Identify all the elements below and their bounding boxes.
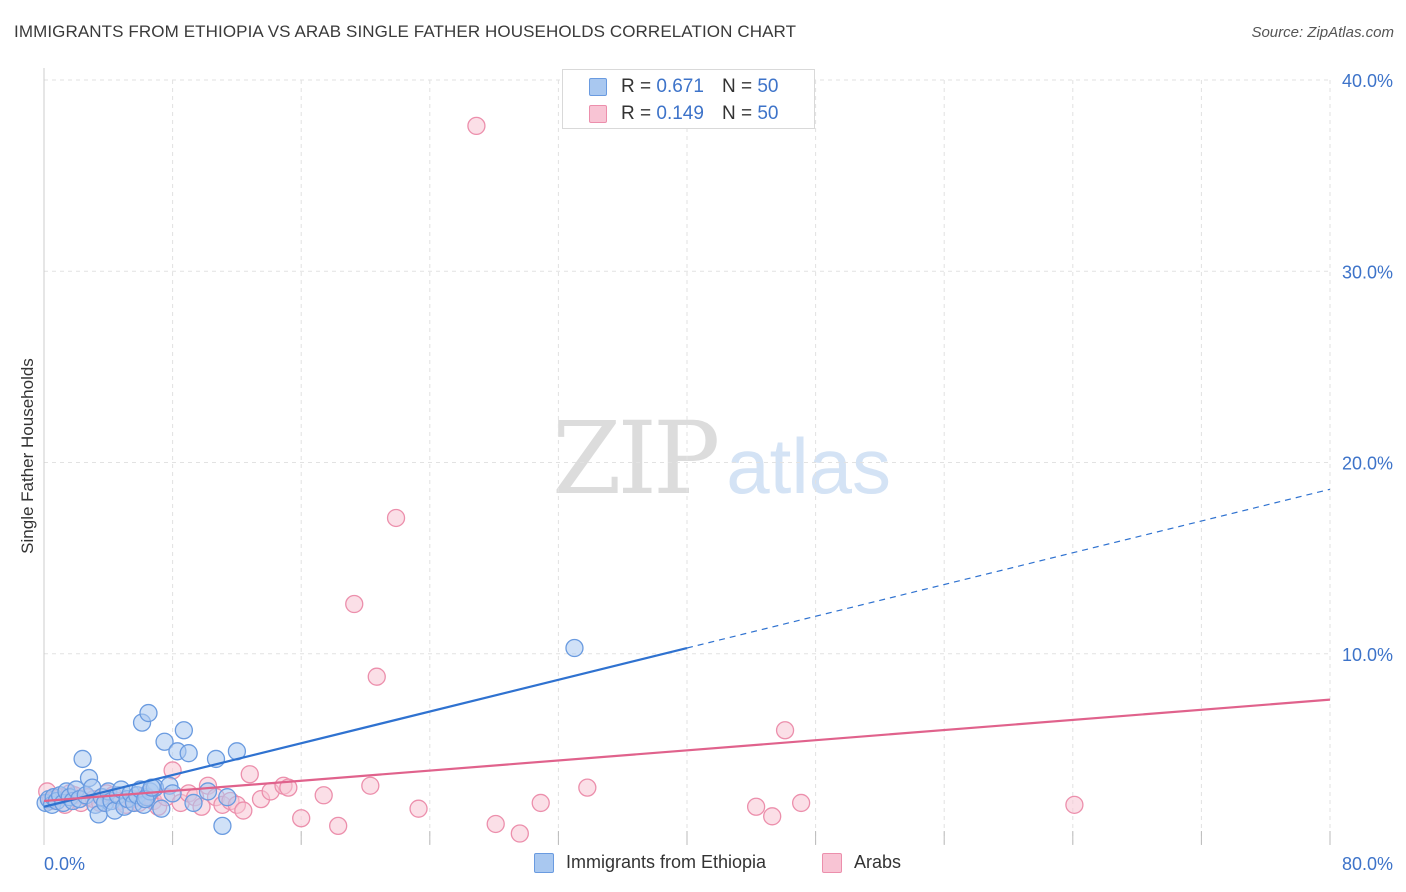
arabs-point	[486, 814, 505, 834]
bottom-legend-arabs: Arabs	[822, 852, 901, 873]
ethiopia-point	[155, 732, 174, 751]
ethiopia-point	[198, 782, 218, 801]
legend-row-arabs: R = 0.149 N = 50	[589, 102, 778, 126]
legend-n-label: N =	[721, 103, 753, 124]
ethiopia-point	[73, 749, 92, 769]
chart-title: IMMIGRANTS FROM ETHIOPIA VS ARAB SINGLE …	[14, 22, 797, 41]
bottom-legend-label-arabs: Arabs	[854, 852, 902, 872]
legend-r-value: 0.671	[656, 76, 704, 97]
ethiopia-trend-extension	[686, 488, 1331, 649]
arabs-point	[791, 793, 811, 813]
arabs-point	[409, 799, 428, 818]
arabs-point	[746, 797, 766, 816]
ethiopia-point	[139, 703, 158, 723]
x-tick-label: 0.0%	[44, 854, 85, 874]
ethiopia-point	[184, 793, 203, 813]
watermark: ZIP atlas	[552, 400, 891, 517]
arabs-point	[386, 508, 406, 528]
arabs-point	[361, 776, 380, 795]
legend-n-label: N =	[721, 76, 753, 97]
arabs-point	[367, 667, 386, 686]
arabs-point	[292, 809, 311, 828]
source-label: Source: ZipAtlas.com	[1251, 24, 1394, 41]
arabs-point	[314, 786, 333, 805]
legend-row-ethiopia: R = 0.671 N = 50	[589, 75, 778, 99]
arabs-point	[763, 807, 782, 826]
x-tick-label: 80.0%	[1342, 854, 1393, 874]
y-tick-label: 10.0%	[1342, 645, 1393, 665]
y-tick-label: 40.0%	[1342, 71, 1393, 91]
arabs-point	[279, 778, 298, 797]
arabs-point	[467, 116, 486, 136]
ethiopia-point	[174, 721, 194, 740]
y-tick-label: 20.0%	[1342, 454, 1393, 474]
legend-swatch-ethiopia	[589, 78, 607, 96]
legend-r-value: 0.149	[656, 103, 704, 124]
arabs-point	[329, 816, 348, 836]
arabs-point	[510, 824, 529, 843]
ethiopia-point	[179, 744, 198, 763]
bottom-legend-swatch-arabs	[822, 852, 842, 873]
arabs-point	[345, 594, 364, 614]
arabs-point	[531, 793, 550, 813]
arabs-trend-line	[43, 698, 1331, 803]
legend-swatch-arabs	[589, 105, 607, 123]
ethiopia-point	[213, 816, 232, 836]
bottom-legend-swatch-ethiopia	[534, 852, 554, 873]
arabs-point	[775, 721, 795, 740]
arabs-point	[578, 778, 597, 797]
legend-r-label: R =	[621, 76, 652, 97]
bottom-legend-ethiopia: Immigrants from Ethiopia	[534, 852, 766, 873]
correlation-legend: R = 0.671 N = 50 R = 0.149 N = 50	[562, 69, 815, 129]
watermark-zip: ZIP	[552, 400, 720, 517]
watermark-atlas: atlas	[726, 422, 892, 510]
ethiopia-point	[163, 784, 182, 803]
legend-n-value: 50	[757, 76, 779, 97]
ethiopia-point	[152, 799, 171, 818]
ethiopia-trend-line	[43, 646, 688, 808]
ethiopia-point	[565, 638, 584, 658]
arabs-point	[234, 801, 253, 820]
ethiopia-point	[218, 788, 237, 807]
legend-n-value: 50	[757, 103, 779, 124]
arabs-point	[1065, 795, 1084, 814]
y-tick-label: 30.0%	[1342, 262, 1393, 282]
bottom-legend-label-ethiopia: Immigrants from Ethiopia	[566, 852, 767, 872]
legend-r-label: R =	[621, 103, 652, 124]
arabs-point	[240, 765, 259, 784]
